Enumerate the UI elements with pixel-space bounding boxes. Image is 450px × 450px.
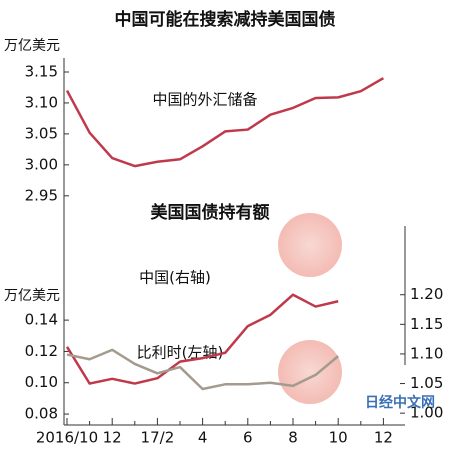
x-tick-label: 2016/10 — [36, 429, 98, 447]
y-axis-label: 万亿美元 — [4, 38, 60, 54]
y-tick-label: 0.10 — [25, 373, 58, 391]
y-tick-label: 0.08 — [25, 405, 58, 423]
x-tick-label: 4 — [198, 429, 208, 447]
y-tick-label: 3.00 — [25, 155, 58, 173]
x-tick-label: 6 — [243, 429, 253, 447]
y2-tick-label: 1.00 — [410, 404, 443, 422]
series-label: 比利时(左轴) — [137, 344, 224, 362]
y-tick-label: 2.95 — [25, 186, 58, 204]
y-tick-label: 0.14 — [25, 311, 58, 329]
y2-tick-label: 1.05 — [410, 374, 443, 392]
y2-tick-label: 1.10 — [410, 344, 443, 362]
line-series — [65, 293, 339, 385]
panel-title: 美国国债持有额 — [151, 202, 270, 223]
x-tick-label: 12 — [374, 429, 393, 447]
y-tick-label: 0.12 — [25, 342, 58, 360]
chart-title: 中国可能在搜索减持美国国债 — [115, 9, 336, 30]
y-tick-label: 3.10 — [25, 93, 58, 111]
watermark: 日经中文网 — [365, 394, 435, 411]
highlight — [278, 340, 342, 404]
y-axis-label: 万亿美元 — [4, 288, 60, 304]
x-tick-label: 8 — [288, 429, 298, 447]
x-tick-label: 17/2 — [141, 429, 175, 447]
y2-tick-label: 1.15 — [410, 315, 443, 333]
series-label: 中国的外汇储备 — [152, 91, 257, 109]
line-series — [65, 77, 385, 168]
x-tick-label: 12 — [103, 429, 122, 447]
y-tick-label: 3.05 — [25, 124, 58, 142]
y-tick-label: 3.15 — [25, 62, 58, 80]
y2-tick-label: 1.20 — [410, 285, 443, 303]
highlight — [278, 213, 342, 277]
line-series — [66, 348, 339, 391]
series-label: 中国(右轴) — [139, 269, 211, 287]
x-tick-label: 10 — [329, 429, 348, 447]
